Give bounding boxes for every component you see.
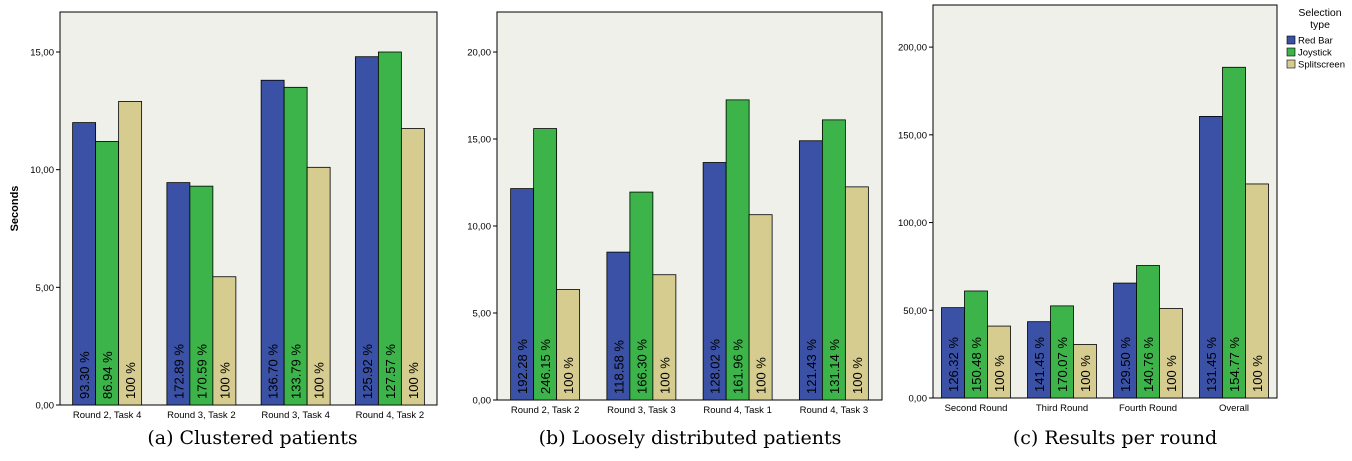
x-tick-label: Round 4, Task 3 — [800, 405, 868, 416]
bar-data-label: 192.28 % — [515, 339, 530, 394]
y-tick-label: 200,00 — [898, 43, 927, 54]
legend-entry: Red Bar — [1298, 36, 1333, 47]
x-tick-label: Round 4, Task 2 — [356, 410, 424, 420]
bar — [1245, 183, 1269, 399]
y-tick-label: 5,00 — [36, 283, 55, 294]
y-tick-label: 50,00 — [903, 306, 927, 317]
x-tick-label: Fourth Round — [1119, 403, 1177, 414]
bar-data-label: 129.50 % — [1118, 337, 1133, 392]
bar-data-label: 100 % — [312, 362, 327, 399]
bar-chart-a: 0,00 5,00 10,00 15,00 Seconds 93.30 % 86.94 % 1… — [9, 11, 438, 421]
caption-a: (a) Clustered patients — [147, 427, 358, 449]
y-tick-label: 5,00 — [473, 309, 492, 320]
bar-data-label: 100 % — [657, 357, 672, 394]
x-tick-label: Round 3, Task 4 — [261, 410, 329, 420]
bar-data-label: 141.45 % — [1032, 337, 1047, 392]
legend-title: Selection — [1298, 7, 1341, 19]
bar-data-label: 100 % — [992, 355, 1007, 392]
legend-swatch — [1286, 47, 1296, 57]
bar-data-label: 246.15 % — [538, 339, 553, 394]
x-tick-label: Second Round — [945, 403, 1008, 414]
bar — [987, 325, 1011, 399]
caption-b: (b) Loosely distributed patients — [538, 427, 842, 449]
y-tick-label: 20,00 — [467, 48, 491, 59]
bar-data-label: 128.02 % — [708, 339, 723, 394]
bar-data-label: 154.77 % — [1227, 337, 1242, 392]
bar — [844, 186, 869, 401]
chart-panel-c: 0,00 50,00 100,00 150,00 200,00 126.32 % 150.4… — [890, 0, 1352, 425]
bar-data-label: 172.89 % — [171, 344, 186, 399]
y-tick-label: 10,00 — [30, 165, 54, 176]
bar-data-label: 131.14 % — [827, 339, 842, 394]
legend-title: type — [1310, 19, 1330, 31]
legend-swatch — [1286, 35, 1296, 45]
y-tick-label: 0,00 — [909, 394, 928, 405]
bar — [400, 128, 425, 406]
chart-panel-a: 0,00 5,00 10,00 15,00 Seconds 93.30 % 86.94 % 1… — [0, 0, 445, 425]
x-tick-label: Round 2, Task 4 — [73, 410, 141, 420]
bar-data-label: 131.45 % — [1204, 337, 1219, 392]
x-tick-label: Round 4, Task 1 — [703, 405, 771, 416]
bar-data-label: 170.07 % — [1055, 337, 1070, 392]
bar-data-label: 126.32 % — [946, 337, 961, 392]
bar — [1159, 308, 1183, 399]
legend-swatch — [1286, 59, 1296, 69]
x-tick-label: Third Round — [1036, 403, 1088, 414]
bar — [533, 128, 558, 401]
y-tick-label: 0,00 — [36, 401, 55, 412]
bar-data-label: 161.96 % — [731, 339, 746, 394]
bar-data-label: 170.59 % — [194, 344, 209, 399]
bar-data-label: 125.92 % — [360, 344, 375, 399]
y-tick-label: 0,00 — [473, 396, 492, 407]
bar-data-label: 86.94 % — [100, 351, 115, 399]
chart-panel-b: 0,00 5,00 10,00 15,00 20,00 192.28 % 246.15 % 1… — [445, 0, 890, 425]
legend-entry: Joystick — [1298, 48, 1332, 59]
bar — [748, 214, 773, 401]
bar-data-label: 166.30 % — [634, 339, 649, 394]
bar-data-label: 100 % — [850, 357, 865, 394]
bar-data-label: 100 % — [561, 357, 576, 394]
y-tick-label: 15,00 — [30, 48, 54, 59]
bar — [118, 101, 143, 406]
y-tick-label: 100,00 — [898, 218, 927, 229]
bar-data-label: 100 % — [1078, 355, 1093, 392]
bar-data-label: 100 % — [123, 362, 138, 399]
bar — [212, 276, 237, 406]
bar-data-label: 127.57 % — [383, 344, 398, 399]
bar-chart-b: 0,00 5,00 10,00 15,00 20,00 192.28 % 246.15 % 1… — [467, 11, 883, 416]
x-tick-label: Overall — [1219, 403, 1249, 414]
bar — [652, 274, 677, 401]
x-tick-label: Round 3, Task 2 — [167, 410, 235, 420]
bar-data-label: 140.76 % — [1141, 337, 1156, 392]
x-tick-label: Round 2, Task 2 — [511, 405, 579, 416]
bar — [556, 289, 581, 401]
x-tick-label: Round 3, Task 3 — [607, 405, 675, 416]
bar-data-label: 118.58 % — [611, 340, 626, 394]
y-tick-label: 10,00 — [467, 222, 491, 233]
bar-chart-c: 0,00 50,00 100,00 150,00 200,00 126.32 % 150.4… — [898, 4, 1345, 414]
bar-data-label: 100 % — [754, 357, 769, 394]
bar-data-label: 100 % — [1250, 355, 1265, 392]
bar-data-label: 121.43 % — [804, 339, 819, 394]
bar-data-label: 100 % — [406, 362, 421, 399]
bar-data-label: 150.48 % — [969, 337, 984, 392]
y-axis-label: Seconds — [9, 186, 21, 232]
y-tick-label: 15,00 — [467, 135, 491, 146]
bar-data-label: 100 % — [217, 362, 232, 399]
caption-c: (c) Results per round — [1012, 427, 1218, 449]
bar-data-label: 133.79 % — [289, 344, 304, 399]
bar-data-label: 100 % — [1164, 355, 1179, 392]
y-tick-label: 150,00 — [898, 130, 927, 141]
legend-entry: Splitscreen — [1298, 60, 1345, 71]
bar-data-label: 93.30 % — [77, 351, 92, 399]
bar — [306, 166, 331, 406]
bar — [1073, 344, 1097, 399]
bar-data-label: 136.70 % — [266, 344, 281, 399]
